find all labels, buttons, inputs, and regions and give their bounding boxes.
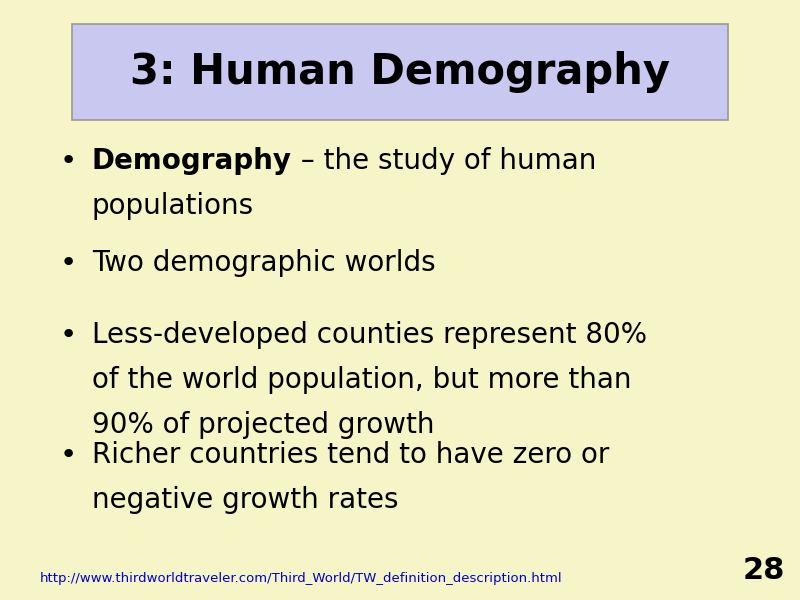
Text: Demography: Demography	[92, 147, 292, 175]
Text: 3: Human Demography: 3: Human Demography	[130, 51, 670, 93]
Text: – the study of human: – the study of human	[292, 147, 596, 175]
Text: •: •	[59, 321, 77, 349]
Text: •: •	[59, 441, 77, 469]
Text: Less-developed counties represent 80%: Less-developed counties represent 80%	[92, 321, 647, 349]
Text: populations: populations	[92, 192, 254, 220]
Text: negative growth rates: negative growth rates	[92, 486, 398, 514]
Text: •: •	[59, 147, 77, 175]
Text: •: •	[59, 249, 77, 277]
Text: 90% of projected growth: 90% of projected growth	[92, 411, 434, 439]
Text: Richer countries tend to have zero or: Richer countries tend to have zero or	[92, 441, 610, 469]
Text: 28: 28	[743, 556, 785, 585]
FancyBboxPatch shape	[72, 24, 728, 120]
Text: http://www.thirdworldtraveler.com/Third_World/TW_definition_description.html: http://www.thirdworldtraveler.com/Third_…	[40, 572, 562, 585]
Text: Two demographic worlds: Two demographic worlds	[92, 249, 436, 277]
Text: of the world population, but more than: of the world population, but more than	[92, 366, 631, 394]
